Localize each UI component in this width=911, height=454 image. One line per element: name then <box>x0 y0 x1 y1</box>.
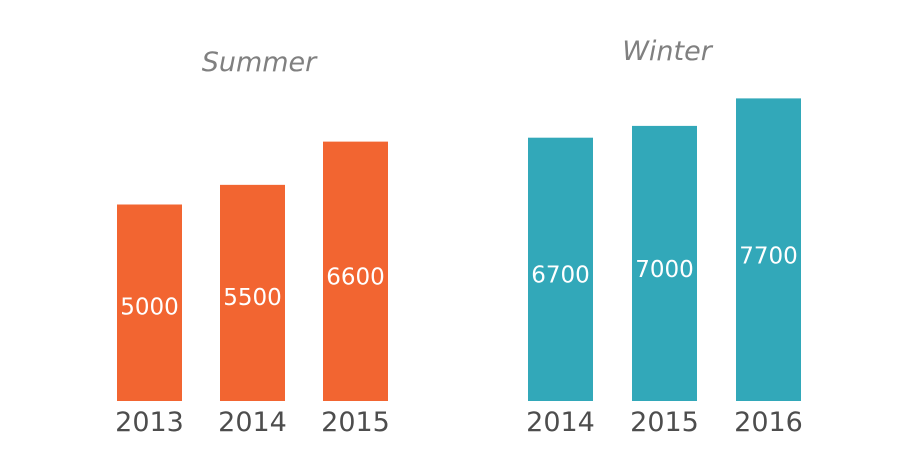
summer-chart: Summer 5000 2013 5500 2014 6600 2015 <box>115 47 390 438</box>
summer-value-label-2014: 5500 <box>223 285 282 311</box>
summer-tick-label-2014: 2014 <box>218 407 287 438</box>
winter-value-label-2015: 7000 <box>635 257 694 283</box>
summer-value-label-2015: 6600 <box>326 264 385 290</box>
summer-bars: 5000 2013 5500 2014 6600 2015 <box>115 141 390 438</box>
summer-bar-2013 <box>117 204 182 401</box>
winter-bar-2014 <box>528 137 593 401</box>
summer-bar-2014 <box>220 184 285 401</box>
winter-value-label-2016: 7700 <box>739 244 798 270</box>
winter-chart-title: Winter <box>622 36 714 67</box>
summer-tick-label-2015: 2015 <box>321 407 390 438</box>
summer-value-label-2013: 5000 <box>120 295 179 321</box>
winter-tick-label-2016: 2016 <box>734 407 803 438</box>
winter-bar-2015 <box>632 125 697 402</box>
winter-value-label-2014: 6700 <box>531 263 590 289</box>
summer-bar-2015 <box>323 141 388 401</box>
winter-chart: Winter 6700 2014 7000 2015 7700 2016 <box>526 36 803 438</box>
summer-chart-title: Summer <box>202 47 318 78</box>
winter-tick-label-2015: 2015 <box>630 407 699 438</box>
winter-bar-2016 <box>736 98 801 401</box>
winter-tick-label-2014: 2014 <box>526 407 595 438</box>
summer-tick-label-2013: 2013 <box>115 407 184 438</box>
winter-bars: 6700 2014 7000 2015 7700 2016 <box>526 98 803 438</box>
